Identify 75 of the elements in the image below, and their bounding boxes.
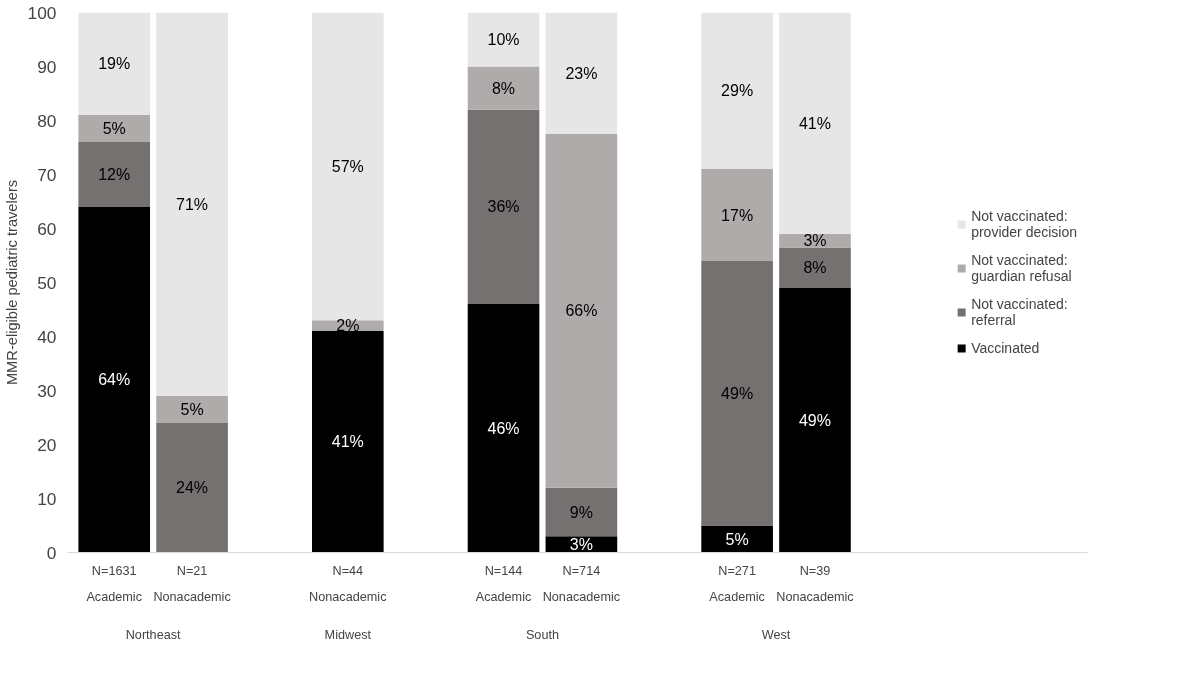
- bar: [467, 109, 540, 305]
- legend-label: Not vaccinated: referral: [971, 296, 1068, 328]
- bar: [467, 66, 540, 110]
- x-tick-label: N=21 Nonacademic: [153, 563, 231, 605]
- bar: [779, 12, 851, 234]
- data-label: 71%: [176, 195, 209, 213]
- y-tick-label: 100: [27, 2, 57, 23]
- legend-label: Not vaccinated: provider decision: [971, 208, 1077, 240]
- bar: [701, 260, 773, 526]
- data-label: 5%: [725, 530, 749, 548]
- data-label: 57%: [331, 157, 364, 175]
- bar: [779, 247, 851, 288]
- bar: [467, 12, 540, 67]
- bar: [311, 12, 384, 321]
- y-tick-label: 90: [37, 56, 57, 77]
- data-label: 19%: [98, 55, 131, 73]
- y-tick-label: 40: [37, 326, 57, 347]
- data-label: 41%: [331, 433, 364, 451]
- y-tick-label: 10: [37, 488, 57, 509]
- legend-label: Vaccinated: [971, 340, 1040, 356]
- data-label: 10%: [487, 31, 520, 48]
- data-label: 9%: [569, 503, 593, 521]
- bar: [701, 169, 773, 261]
- x-tick-label: N=39 Nonacademic: [776, 563, 854, 605]
- x-tick-label: N=44 Nonacademic: [309, 563, 387, 605]
- data-label: 64%: [98, 371, 131, 389]
- bar: [156, 422, 228, 553]
- bar: [545, 487, 618, 537]
- text: South: [525, 627, 559, 642]
- y-tick-label: 20: [37, 434, 57, 455]
- data-label: 8%: [803, 259, 827, 277]
- data-label: 23%: [565, 64, 598, 82]
- bar: [156, 12, 228, 396]
- data-label: 3%: [569, 535, 593, 553]
- bar: [78, 142, 151, 207]
- data-label: 49%: [798, 411, 831, 429]
- y-tick-label: 50: [37, 272, 57, 293]
- data-label: 66%: [565, 302, 598, 320]
- text: Northeast: [125, 627, 182, 642]
- y-axis-title: MMR-eligible pediatric travelers: [3, 179, 20, 386]
- data-label: 12%: [98, 166, 131, 183]
- data-label: 41%: [798, 114, 831, 132]
- bar: [78, 12, 151, 116]
- data-label: 36%: [487, 198, 520, 216]
- data-label: 29%: [721, 82, 754, 100]
- bar: [78, 115, 151, 143]
- bar: [467, 304, 540, 553]
- data-label: 5%: [180, 400, 204, 418]
- x-tick-label: N=1631 Academic: [86, 563, 143, 605]
- data-label: 24%: [176, 479, 209, 497]
- data-label: 5%: [102, 120, 126, 138]
- y-tick-label: 80: [37, 110, 57, 131]
- y-tick-label: 0: [46, 542, 57, 563]
- bar: [311, 331, 384, 553]
- data-label: 46%: [487, 419, 520, 437]
- bar: [701, 12, 773, 170]
- bar: [78, 206, 151, 553]
- data-label: 17%: [721, 206, 754, 224]
- y-tick-label: 30: [37, 380, 57, 401]
- bar: [156, 395, 228, 423]
- x-tick-label: N=144 Academic: [475, 563, 532, 605]
- text: West: [761, 627, 791, 642]
- legend-label: Not vaccinated: guardian refusal: [971, 252, 1072, 284]
- text: Midwest: [324, 627, 372, 642]
- data-label: 3%: [803, 232, 827, 250]
- data-label: 49%: [721, 384, 754, 402]
- y-tick-label: 70: [37, 164, 57, 185]
- bar: [545, 134, 618, 488]
- x-tick-label: N=714 Nonacademic: [542, 563, 621, 605]
- y-tick-label: 60: [37, 218, 57, 239]
- data-label: 8%: [491, 79, 516, 97]
- bar: [545, 12, 618, 134]
- data-label: 2%: [336, 317, 360, 335]
- bar: [779, 287, 851, 553]
- x-tick-label: N=271 Academic: [709, 563, 765, 605]
